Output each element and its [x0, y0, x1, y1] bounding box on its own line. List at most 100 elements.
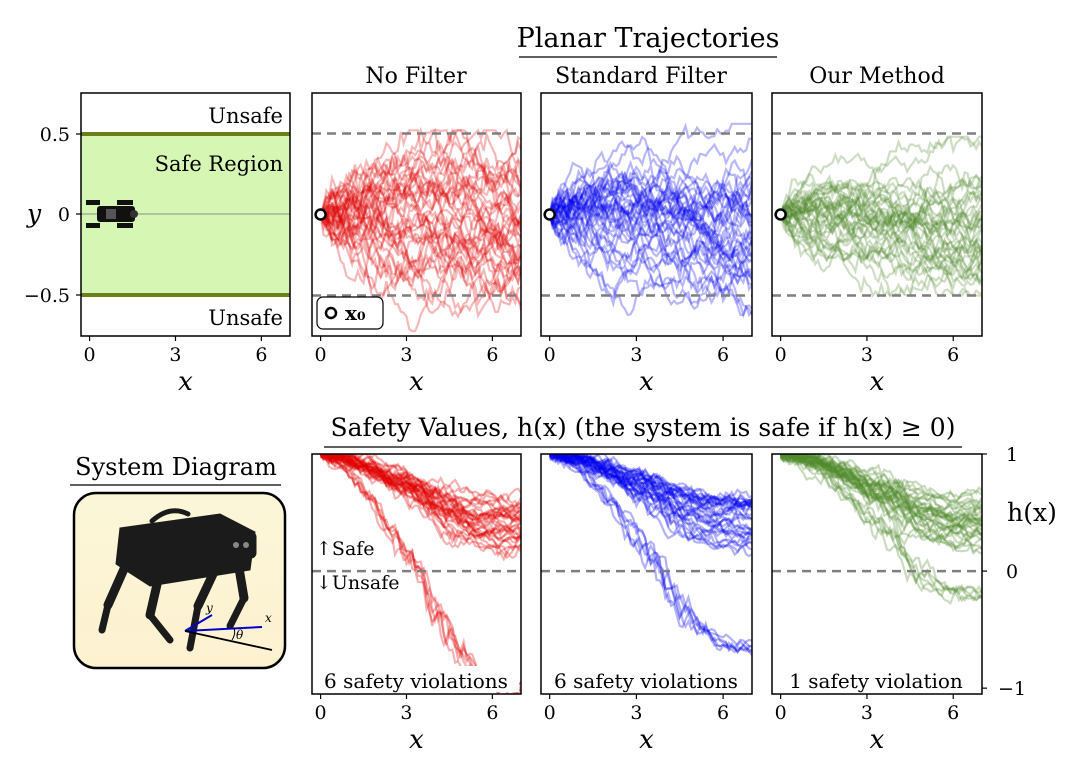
trajectory-line	[548, 159, 752, 229]
safety-value-line	[320, 454, 521, 524]
trajectory-line	[779, 172, 982, 230]
trajectory-line	[319, 165, 521, 235]
trajectory-lines	[312, 126, 521, 333]
safety-value-line	[779, 454, 982, 598]
safety-value-line	[779, 454, 982, 526]
trajectory-line	[319, 151, 521, 216]
trajectory-line	[319, 126, 521, 216]
trajectory-line	[319, 156, 521, 314]
trajectory-line	[779, 186, 982, 235]
trajectory-line	[779, 214, 982, 286]
x-axis: 0 3 6 x	[544, 336, 729, 397]
trajectory-line	[319, 186, 521, 262]
x-tick-label: 0	[315, 702, 327, 724]
trajectory-line	[319, 139, 521, 236]
safety-value-line	[549, 454, 752, 656]
trajectory-line	[319, 155, 521, 263]
body-frame-axes: y x θ	[184, 601, 273, 651]
safety-lines	[772, 454, 982, 606]
safety-value-line	[779, 454, 982, 523]
safety-value-line	[549, 454, 752, 518]
trajectory-line	[548, 182, 752, 251]
trajectory-line	[779, 179, 982, 230]
safety-value-line	[320, 454, 521, 520]
safety-value-line	[780, 454, 982, 524]
x-tick-label: 6	[947, 344, 959, 366]
trajectory-line	[780, 188, 982, 259]
safety-value-line	[779, 454, 982, 548]
x-tick-label: 6	[717, 702, 729, 724]
trajectory-line	[780, 135, 982, 216]
trajectory-line	[780, 182, 982, 235]
schematic-panel: Unsafe Safe Region Unsafe 0.5 0 −0.5 y	[24, 92, 291, 337]
safety-value-line	[779, 454, 982, 504]
trajectory-line	[320, 210, 521, 319]
safety-value-line	[779, 454, 982, 535]
violation-count: 6 safety violations	[324, 669, 508, 693]
trajectory-line	[548, 170, 752, 285]
x-tick-label: 3	[400, 702, 412, 724]
safety-value-line	[549, 454, 752, 546]
safety-value-line	[548, 454, 752, 511]
trajectory-line	[319, 181, 521, 244]
x-axis: 0 3 6 x	[315, 694, 498, 755]
trajectory-line	[319, 129, 521, 221]
safety-value-line	[549, 454, 752, 536]
safety-value-line	[548, 454, 752, 504]
safety-value-line	[320, 455, 521, 509]
safety-value-line	[549, 455, 752, 551]
safety-value-line	[780, 454, 982, 513]
trajectory-line	[549, 187, 752, 257]
safety-value-line	[549, 454, 752, 514]
violation-count: 6 safety violations	[554, 669, 738, 693]
trajectory-lines	[772, 132, 982, 299]
safety-value-line	[319, 454, 521, 538]
safety-value-line	[320, 454, 521, 548]
trajectory-line	[548, 122, 752, 219]
safety-value-line	[549, 454, 752, 654]
trajectory-line	[779, 197, 982, 260]
axis-theta-label: θ	[236, 628, 244, 642]
y-tick-label: 0.5	[40, 124, 70, 146]
safety-value-line	[548, 454, 752, 519]
trajectory-line	[779, 200, 982, 252]
trajectory-line	[320, 186, 521, 267]
safety-chart-no-filter: ↑Safe ↓Unsafe 6 safety violations 0 3 6 x	[311, 453, 522, 755]
safety-value-line	[320, 454, 521, 522]
trajectory-line	[548, 180, 752, 231]
safety-value-line	[320, 454, 521, 541]
safety-value-line	[319, 454, 521, 553]
safety-value-line	[779, 454, 982, 556]
trajectory-line	[779, 207, 982, 284]
safety-value-line	[320, 454, 521, 544]
trajectory-line	[779, 192, 982, 264]
safety-value-line	[549, 454, 752, 508]
legend-x0: x₀	[316, 296, 384, 330]
trajectory-line	[548, 198, 752, 274]
trajectory-line	[779, 163, 982, 221]
trajectory-line	[548, 143, 752, 215]
safety-value-line	[319, 454, 521, 536]
trajectory-line	[319, 208, 521, 284]
trajectory-line	[779, 211, 982, 261]
trajectory-line	[548, 213, 752, 292]
trajectory-line	[779, 188, 982, 276]
trajectory-line	[548, 188, 752, 247]
safe-label: Safe	[332, 538, 375, 560]
trajectory-line	[319, 168, 521, 269]
safety-value-line	[320, 454, 521, 510]
chart-title: Our Method	[809, 64, 945, 89]
x-tick-label: 3	[169, 344, 181, 366]
safety-value-line	[780, 454, 982, 522]
safety-value-line	[780, 454, 982, 527]
safety-value-line	[780, 454, 982, 554]
trajectory-line	[548, 214, 752, 270]
safety-value-line	[549, 454, 752, 652]
chart-title: No Filter	[365, 64, 467, 89]
unsafe-top-label: Unsafe	[208, 104, 283, 128]
trajectory-line	[548, 135, 752, 229]
safety-value-line	[780, 454, 982, 512]
trajectory-line	[319, 171, 521, 269]
trajectory-line	[319, 207, 521, 311]
trajectory-line	[548, 204, 752, 273]
